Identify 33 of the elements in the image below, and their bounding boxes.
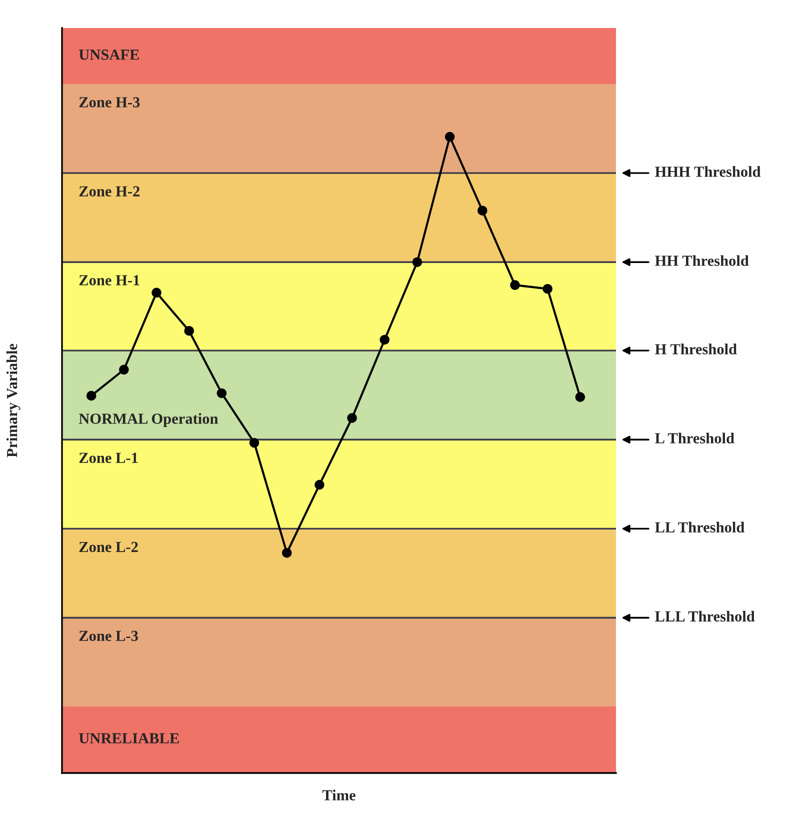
point	[542, 284, 552, 294]
point	[249, 438, 260, 448]
x-axis-title: Time	[322, 790, 356, 800]
ref-line-label: LL Threshold	[655, 522, 745, 533]
y-axis-title: Primary Variable	[6, 344, 20, 458]
band-label: Zone L-3	[79, 630, 138, 642]
ref-line-label: L Threshold	[655, 432, 734, 444]
band-label: UNRELIABLE	[79, 733, 179, 744]
point	[119, 364, 129, 375]
point	[152, 288, 162, 298]
point	[575, 392, 586, 402]
point	[282, 548, 292, 558]
point	[314, 480, 324, 490]
band-label: Zone H-1	[79, 275, 140, 286]
band-label: Zone H-3	[79, 97, 140, 108]
ref-line-label: H Threshold	[655, 344, 737, 354]
band-label: Zone H-2	[79, 186, 140, 196]
band-label: Zone L-1	[79, 452, 138, 464]
point	[444, 132, 455, 142]
point	[412, 257, 422, 267]
band-label: UNSAFE	[79, 50, 139, 60]
point	[478, 206, 488, 216]
ref-line-label: HHH Threshold	[655, 166, 761, 177]
point	[86, 390, 96, 401]
ref-line-label: HH Threshold	[655, 255, 749, 266]
point	[216, 388, 227, 398]
ref-line-label: LLL Threshold	[655, 610, 755, 622]
point	[184, 326, 194, 336]
point	[347, 413, 357, 423]
band-label: Zone L-2	[79, 542, 138, 552]
band-label: NORMAL Operation	[78, 413, 218, 427]
point	[510, 280, 520, 290]
point	[380, 334, 390, 345]
